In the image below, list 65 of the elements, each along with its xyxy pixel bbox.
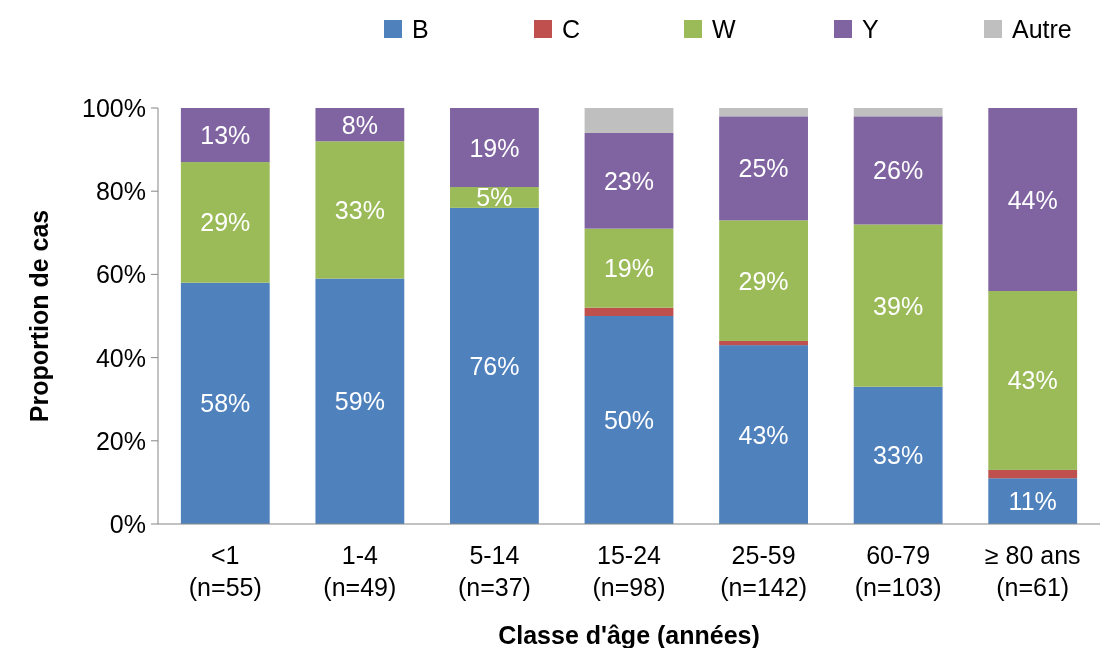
data-label: 19% <box>603 254 655 283</box>
bar <box>180 282 270 524</box>
data-label: 76% <box>469 351 520 380</box>
x-tick-label: 25-59 (n=142) <box>720 541 808 601</box>
data-label: 33% <box>334 195 385 224</box>
data-label: 11% <box>1008 487 1057 516</box>
bar <box>988 469 1078 479</box>
y-tick-label: 60% <box>95 260 146 289</box>
legend-label: C <box>562 15 581 43</box>
y-axis-title: Proportion de cas <box>25 209 53 423</box>
y-tick-label: 80% <box>95 177 146 206</box>
bar <box>988 291 1078 470</box>
y-tick-label: 20% <box>95 426 146 455</box>
data-label: 26% <box>873 156 924 185</box>
bar <box>315 141 405 279</box>
bar <box>450 108 539 188</box>
legend-label: Y <box>862 15 879 43</box>
x-tick-label: ≥ 80 ans (n=61) <box>984 541 1081 601</box>
bar <box>719 108 808 117</box>
data-label: 39% <box>873 291 924 320</box>
bar <box>719 220 808 341</box>
bar <box>315 278 405 524</box>
data-label: 43% <box>738 420 789 449</box>
data-label: 19% <box>469 133 520 162</box>
bar <box>719 340 808 346</box>
bar <box>180 108 270 163</box>
data-label: 43% <box>1007 366 1058 395</box>
bar <box>988 478 1078 524</box>
bar <box>584 316 674 524</box>
data-label: 50% <box>603 406 655 434</box>
data-label: 23% <box>603 166 655 195</box>
y-tick-label: 0% <box>109 510 146 538</box>
bar <box>853 224 943 387</box>
y-tick-label: 40% <box>95 343 146 372</box>
legend-label: B <box>412 15 429 43</box>
bar <box>719 116 808 221</box>
x-tick-label: 1-4 (n=49) <box>323 541 397 601</box>
legend-label: W <box>712 15 736 43</box>
legend-label: Autre <box>1012 15 1072 43</box>
x-tick-label: 5-14 (n=37) <box>457 541 531 601</box>
data-label: 33% <box>873 441 924 470</box>
bar <box>584 132 674 229</box>
data-label: 29% <box>200 208 251 237</box>
bar <box>450 207 539 524</box>
data-label: 25% <box>738 154 789 183</box>
bar <box>584 228 674 308</box>
data-label: 8% <box>341 110 378 139</box>
bar <box>584 108 674 133</box>
bar <box>853 108 943 117</box>
data-label: 5% <box>476 183 513 212</box>
bar <box>180 162 270 283</box>
bar <box>584 307 674 316</box>
bar <box>853 116 943 225</box>
data-label: 29% <box>738 266 789 295</box>
x-tick-label: 60-79 (n=103) <box>854 541 942 601</box>
x-tick-label: 15-24 (n=98) <box>592 541 666 601</box>
y-tick-label: 100% <box>82 94 146 122</box>
bar <box>719 345 808 524</box>
bar <box>988 108 1078 292</box>
bar <box>853 386 943 524</box>
x-tick-label: <1 (n=55) <box>188 541 262 601</box>
data-label: 13% <box>200 121 251 150</box>
data-label: 44% <box>1007 185 1058 214</box>
data-label: 59% <box>334 387 385 416</box>
data-label: 58% <box>200 389 251 418</box>
